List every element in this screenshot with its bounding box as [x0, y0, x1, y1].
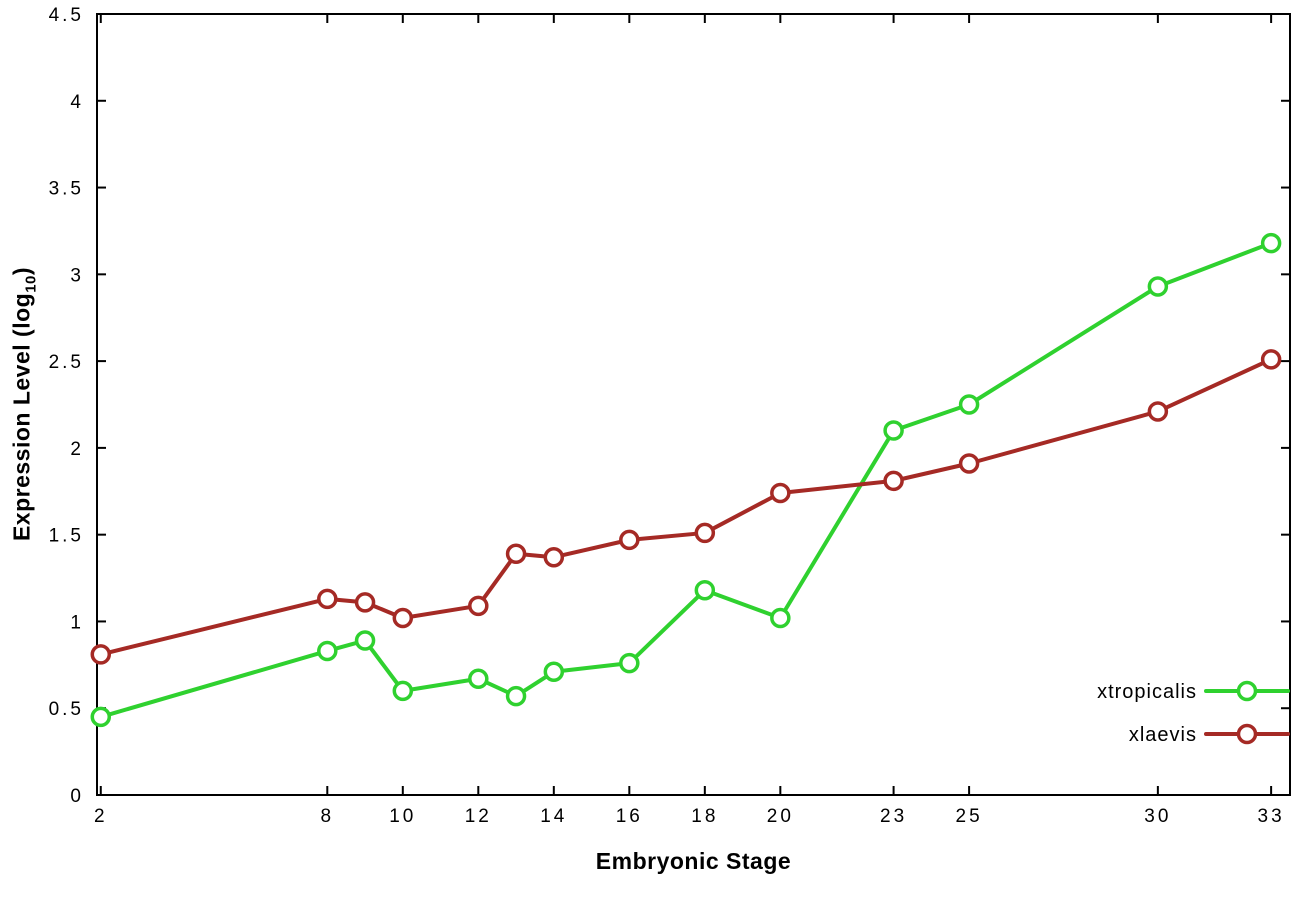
marker-xlaevis — [958, 453, 980, 474]
y-tick-label: 0.5 — [49, 699, 84, 720]
y-tick-label: 1 — [70, 612, 84, 633]
y-tick-label: 2.5 — [49, 352, 84, 373]
y-axis-title-suffix: ) — [8, 266, 35, 276]
marker-xtropicalis — [958, 394, 980, 415]
marker-xtropicalis — [392, 680, 414, 702]
y-tick-label: 3 — [70, 265, 84, 286]
x-tick-label: 8 — [321, 806, 335, 827]
x-tick-label: 23 — [880, 806, 907, 827]
marker-xlaevis — [543, 546, 565, 568]
marker-xlaevis — [317, 588, 338, 610]
plot-border — [96, 13, 1291, 796]
x-tick-label: 20 — [767, 806, 794, 827]
marker-xtropicalis — [1147, 276, 1169, 297]
marker-xlaevis — [90, 644, 112, 665]
y-tick-label: 1.5 — [49, 526, 84, 547]
legend-sample-marker-xtropicalis — [1236, 680, 1258, 702]
marker-xtropicalis — [1260, 232, 1282, 254]
x-tick-label: 14 — [540, 806, 567, 827]
x-tick-label: 2 — [94, 806, 108, 827]
y-axis-title-subscript: 10 — [22, 275, 40, 293]
marker-xlaevis — [1260, 349, 1282, 370]
y-axis-title: Expression Level (log10) — [9, 267, 40, 541]
marker-xtropicalis — [694, 579, 716, 601]
y-tick-label: 4 — [70, 92, 84, 113]
legend-label-xtropicalis: xtropicalis — [1097, 681, 1197, 703]
y-axis-title-prefix: Expression Level (log — [8, 292, 35, 542]
marker-xtropicalis — [619, 652, 640, 674]
x-tick-label: 10 — [389, 806, 416, 827]
marker-xlaevis — [468, 595, 489, 617]
marker-xtropicalis — [770, 607, 791, 629]
legend-sample-marker-xlaevis — [1236, 723, 1258, 745]
y-tick-label: 3.5 — [49, 179, 84, 200]
marker-xtropicalis — [90, 706, 112, 728]
x-tick-label: 12 — [465, 806, 492, 827]
x-tick-label: 33 — [1258, 806, 1285, 827]
marker-xlaevis — [770, 482, 791, 504]
y-tick-label: 4.5 — [49, 5, 84, 26]
y-tick-label: 0 — [70, 786, 84, 807]
legend-label-xlaevis: xlaevis — [1129, 724, 1197, 746]
marker-xlaevis — [619, 529, 640, 551]
marker-xtropicalis — [505, 685, 527, 707]
marker-xtropicalis — [543, 661, 565, 683]
x-tick-label: 25 — [956, 806, 983, 827]
marker-xlaevis — [392, 607, 414, 629]
marker-xtropicalis — [883, 420, 904, 441]
marker-xlaevis — [505, 543, 527, 565]
marker-xlaevis — [1147, 401, 1169, 422]
marker-xlaevis — [354, 592, 376, 613]
y-tick-label: 2 — [70, 439, 84, 460]
x-tick-label: 18 — [691, 806, 718, 827]
marker-xtropicalis — [317, 640, 338, 662]
marker-xlaevis — [694, 522, 716, 544]
x-tick-label: 16 — [616, 806, 643, 827]
x-axis-title: Embryonic Stage — [595, 848, 792, 874]
marker-xlaevis — [883, 470, 904, 492]
series-line-xtropicalis — [98, 241, 1274, 719]
x-tick-label: 30 — [1144, 806, 1171, 827]
marker-xtropicalis — [468, 668, 489, 689]
marker-xtropicalis — [354, 630, 376, 651]
